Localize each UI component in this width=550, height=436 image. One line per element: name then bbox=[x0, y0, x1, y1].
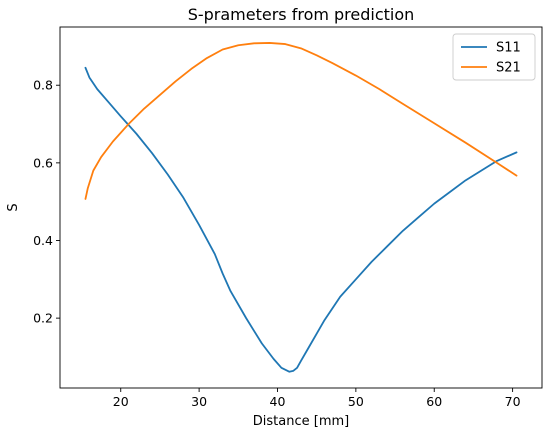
y-tick-label: 0.6 bbox=[33, 155, 53, 170]
x-tick-label: 20 bbox=[113, 394, 129, 409]
axes-frame bbox=[59, 26, 543, 389]
y-tick-label: 0.2 bbox=[33, 311, 53, 326]
y-axis-label: S bbox=[6, 203, 21, 211]
x-tick-label: 70 bbox=[505, 394, 521, 409]
legend-label-s21: S21 bbox=[496, 61, 521, 76]
chart-title: S-prameters from prediction bbox=[188, 5, 415, 24]
x-tick-label: 30 bbox=[191, 394, 207, 409]
y-tick-label: 0.4 bbox=[33, 233, 53, 248]
legend-box bbox=[452, 33, 536, 81]
legend-label-s11: S11 bbox=[496, 41, 521, 56]
x-axis-ticks: 20 30 40 50 60 70 bbox=[113, 388, 521, 409]
y-axis-ticks: 0.2 0.4 0.6 0.8 bbox=[33, 78, 60, 326]
x-axis-label: Distance [mm] bbox=[253, 414, 349, 429]
series-line-s11 bbox=[84, 66, 518, 373]
x-tick-label: 40 bbox=[270, 394, 286, 409]
series-line-s21 bbox=[84, 42, 518, 200]
series-layer bbox=[84, 42, 518, 373]
x-tick-label: 50 bbox=[348, 394, 364, 409]
x-tick-label: 60 bbox=[426, 394, 442, 409]
y-tick-label: 0.8 bbox=[33, 78, 53, 93]
